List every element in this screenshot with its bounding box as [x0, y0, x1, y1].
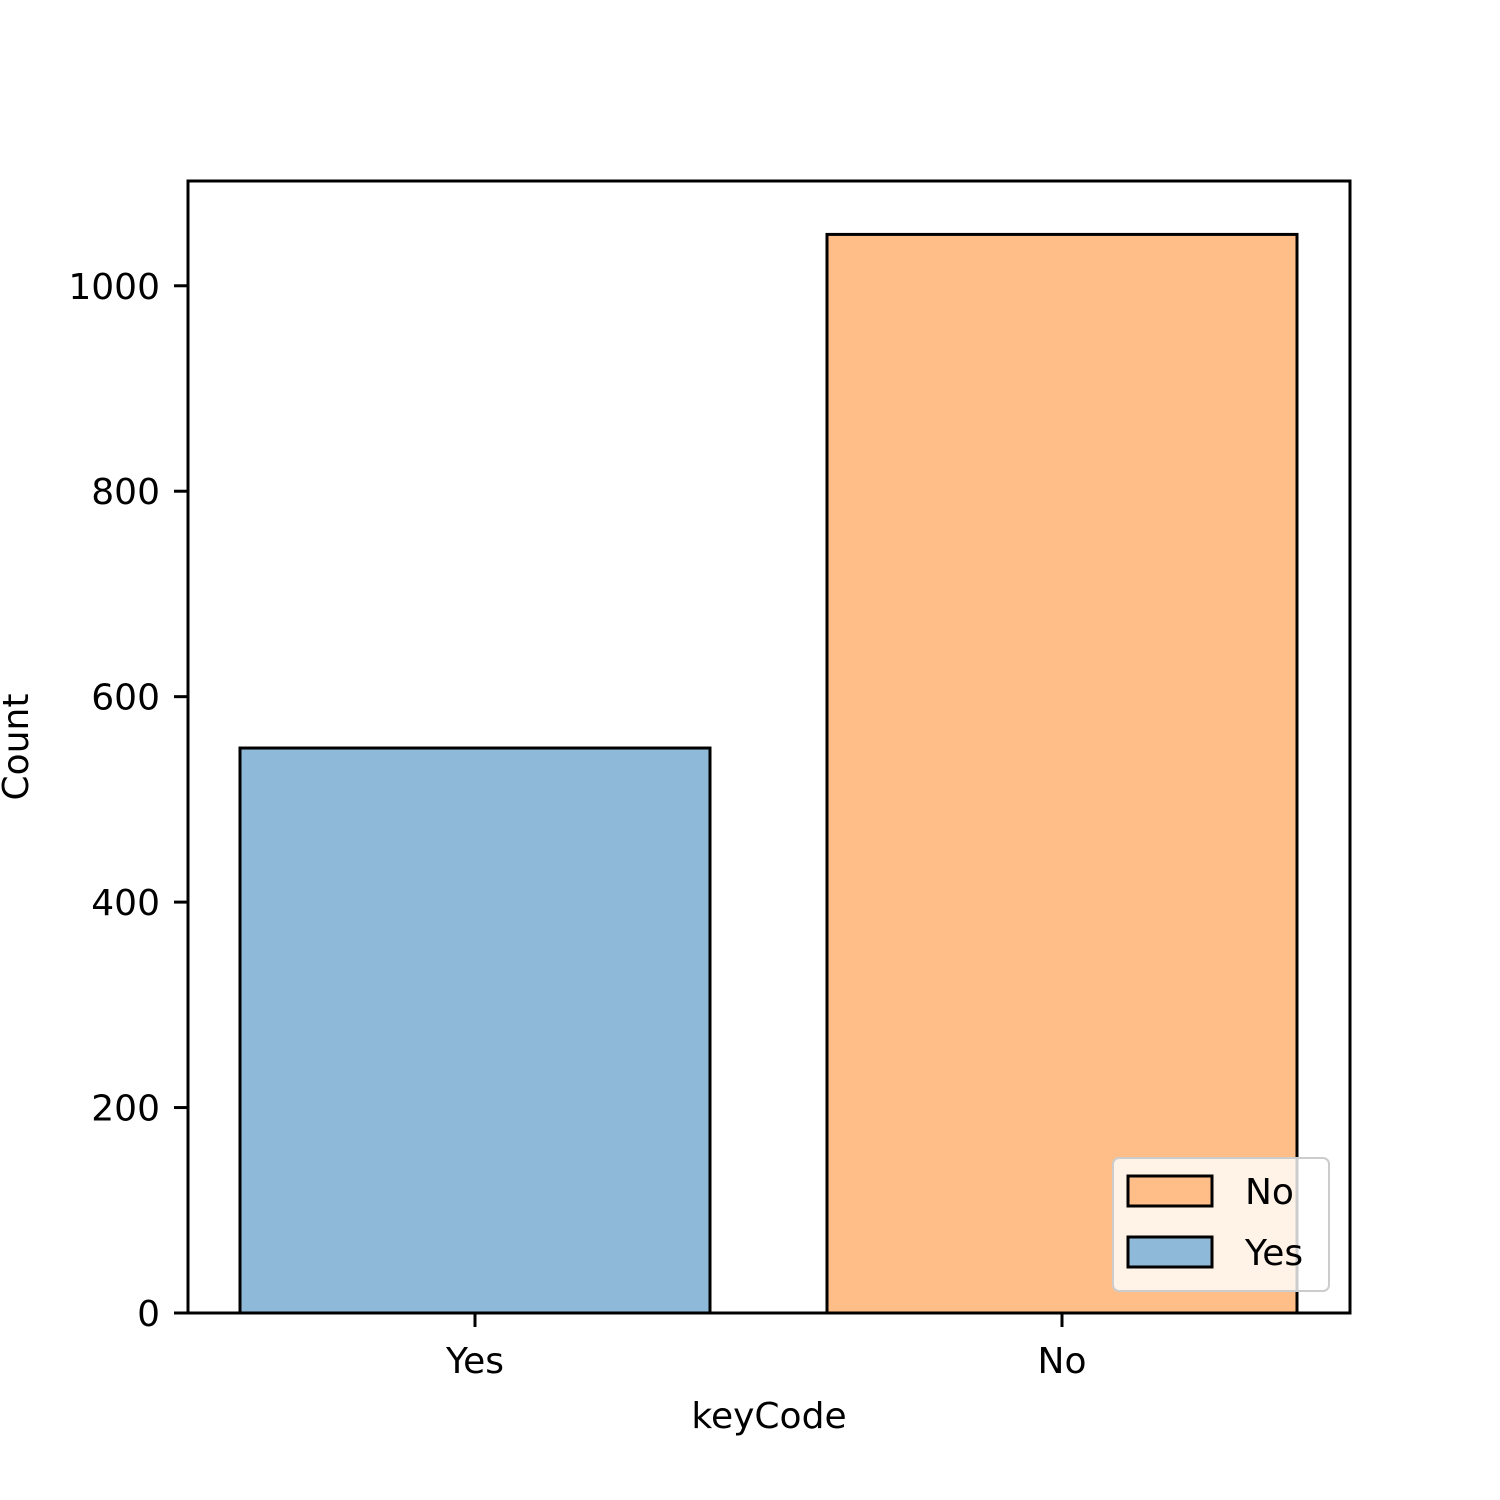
y-tick-label: 0	[137, 1294, 160, 1335]
y-tick-label: 200	[91, 1089, 160, 1130]
plot-frame	[186, 179, 1352, 1315]
y-tick-label: 400	[91, 883, 160, 924]
y-tick-label: 600	[91, 678, 160, 719]
bar-yes	[238, 746, 712, 1315]
bars-layer	[238, 232, 1299, 1315]
y-tick-label: 1000	[68, 267, 160, 308]
x-axis-label: keyCode	[691, 1396, 846, 1437]
x-tick-label: Yes	[445, 1341, 504, 1382]
x-tick-label: No	[1038, 1341, 1087, 1382]
legend-label-no: No	[1245, 1172, 1294, 1213]
legend: No Yes	[1112, 1157, 1330, 1292]
legend-swatch-no	[1126, 1174, 1214, 1208]
y-tick-label: 800	[91, 472, 160, 513]
legend-label-yes: Yes	[1244, 1233, 1303, 1274]
x-axis-ticks: Yes No	[445, 1313, 1087, 1382]
y-axis-ticks: 0 200 400 600 800 1000	[68, 267, 188, 1335]
y-axis-label: Count	[0, 694, 37, 801]
bar-no	[825, 232, 1299, 1315]
legend-swatch-yes	[1126, 1235, 1214, 1269]
